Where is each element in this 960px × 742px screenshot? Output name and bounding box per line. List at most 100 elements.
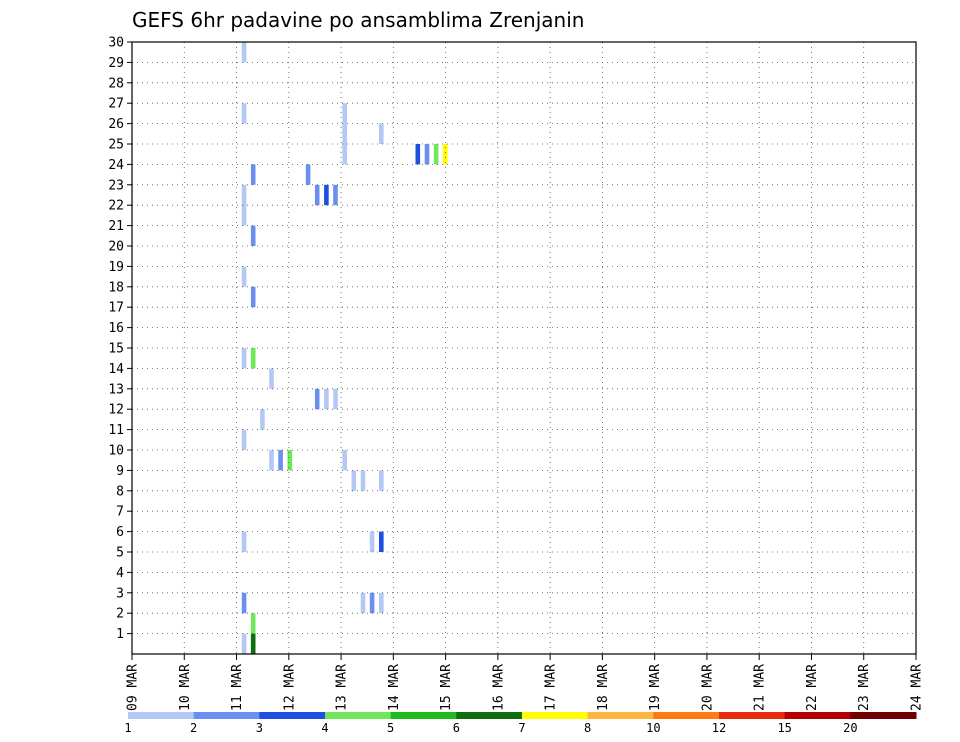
y-tick-label: 14 [108,362,124,377]
precip-cell [342,144,347,165]
y-tick-label: 23 [108,178,124,193]
precip-cell [241,42,247,63]
y-tick-label: 25 [108,138,124,153]
precip-cell [241,592,247,614]
legend-label: 6 [453,721,460,735]
precip-cell [379,531,384,552]
precip-cell [241,531,247,552]
precip-cell [342,103,347,124]
x-tick-label: 10 MAR [178,664,193,711]
precip-cell [287,450,293,471]
color-legend: 1 2 3 4 5 6 7 8 10 12 15 20 [124,712,917,735]
x-tick-label: 14 MAR [387,664,402,711]
precip-cell [342,123,347,144]
precip-cell [241,184,247,206]
legend-swatch [587,712,654,719]
precip-cell [379,592,384,614]
y-axis: 1234567891011121314151617181920212223242… [108,36,132,642]
legend-label: 12 [712,721,726,735]
y-tick-label: 18 [108,280,124,295]
y-tick-label: 22 [108,199,124,214]
legend-swatch [456,712,523,719]
legend-swatch [259,712,326,719]
x-tick-label: 22 MAR [805,664,820,711]
legend-label: 8 [584,721,591,735]
precip-cell [415,144,421,165]
precip-cell [278,450,283,471]
legend-swatch [653,712,720,719]
x-tick-label: 19 MAR [648,664,663,711]
legend-swatch [325,712,392,719]
precip-cell [369,592,375,614]
precip-cell [241,348,247,369]
legend-swatch [128,712,195,719]
y-tick-label: 17 [108,301,124,316]
precip-cell [269,450,274,471]
x-tick-label: 13 MAR [335,664,350,711]
y-tick-label: 3 [116,586,124,601]
x-tick-label: 15 MAR [439,664,454,711]
precip-cell [379,123,384,144]
precip-cell [260,409,265,430]
x-tick-label: 20 MAR [700,664,715,711]
x-tick-label: 24 MAR [910,664,925,711]
legend-swatch [784,712,851,719]
precip-cell [324,388,329,410]
legend-swatch [850,712,917,719]
precip-cell [250,348,256,369]
legend-label: 1 [124,721,131,735]
x-tick-label: 16 MAR [491,664,506,711]
precip-cell [250,286,256,308]
precip-cell [250,164,256,185]
precip-cell [351,470,357,491]
y-tick-label: 4 [116,566,124,581]
precip-cell [314,388,320,410]
cells-layer [241,42,448,654]
x-tick-label: 21 MAR [753,664,768,711]
y-tick-label: 7 [116,505,124,520]
x-tick-label: 18 MAR [596,664,611,711]
precip-cell [443,144,448,165]
y-tick-label: 6 [116,525,124,540]
y-tick-label: 13 [108,382,124,397]
y-tick-label: 2 [116,607,124,622]
x-axis: 09 MAR 10 MAR 11 MAR 12 MAR 13 MAR 14 MAR 15 M… [126,654,925,711]
plot-frame [131,41,917,655]
precip-cell [241,266,247,287]
y-tick-label: 15 [108,342,124,357]
legend-label: 2 [190,721,197,735]
chart-title: GEFS 6hr padavine po ansamblima Zrenjani… [132,8,584,32]
precip-cell [333,184,338,206]
x-tick-label: 09 MAR [126,664,141,711]
y-tick-label: 21 [108,219,124,234]
legend-swatch [719,712,786,719]
precip-cell [269,368,274,389]
x-tick-label: 17 MAR [544,664,559,711]
precip-cell [305,164,311,185]
precip-cell [342,450,347,471]
legend-label: 4 [321,721,328,735]
precip-cell [250,225,256,246]
legend-label: 20 [843,721,857,735]
y-tick-label: 30 [108,36,124,51]
grid-layer [132,42,916,654]
legend-label: 3 [256,721,263,735]
precip-cell [241,429,247,450]
y-tick-label: 28 [108,76,124,91]
y-tick-label: 1 [116,627,124,642]
y-tick-label: 27 [108,97,124,112]
precip-cell [369,531,375,552]
precip-cell [360,592,366,614]
y-tick-label: 12 [108,403,124,418]
precip-cell [424,144,430,165]
precip-cell [241,633,247,654]
y-tick-label: 19 [108,260,124,275]
precip-cell [360,470,366,491]
legend-label: 10 [646,721,660,735]
precip-cell [314,184,320,206]
precip-cell [324,184,329,206]
y-tick-label: 9 [116,464,124,479]
y-tick-label: 29 [108,56,124,71]
precip-cell [333,388,338,410]
